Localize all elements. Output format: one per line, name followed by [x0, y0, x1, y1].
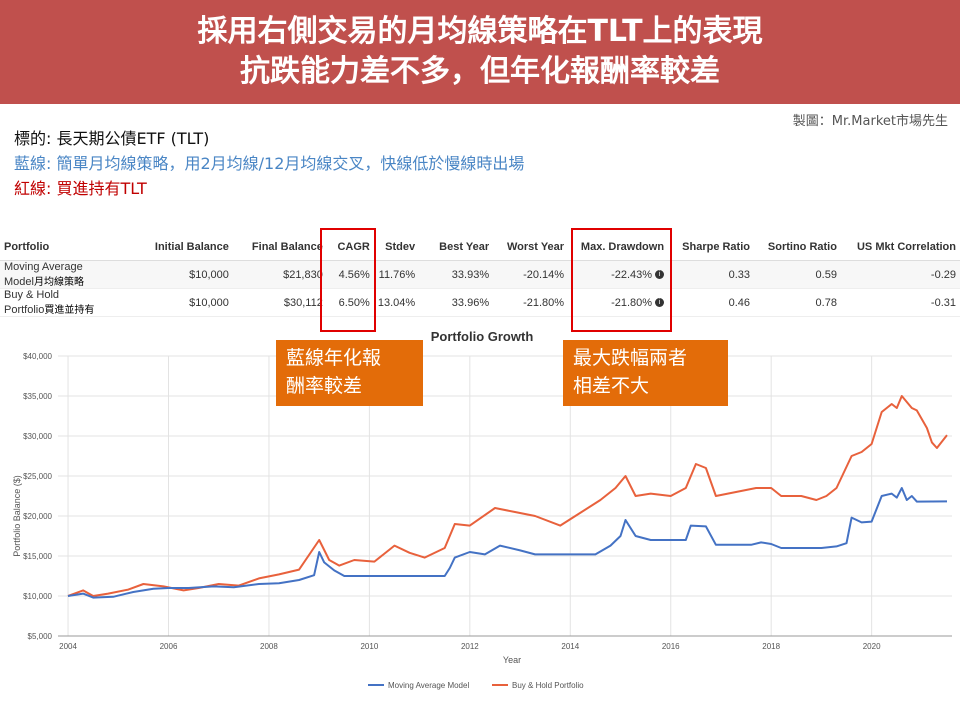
y-tick-label: $10,000 — [23, 592, 52, 601]
chart-title: Portfolio Growth — [431, 329, 534, 344]
correlation-cell: -0.31 — [840, 288, 960, 317]
series-line-buy-hold[interactable] — [67, 395, 948, 597]
col-header[interactable]: Sortino Ratio — [754, 234, 841, 261]
col-header[interactable]: Best Year — [419, 234, 494, 261]
credit-text: 製圖：Mr.Market市場先生 — [792, 114, 948, 129]
portfolio-growth-chart: Portfolio Growth $5,000 $10,000 $15,000 $20… — [12, 329, 952, 690]
stats-header-row: Portfolio Initial Balance Final Balance … — [0, 234, 960, 261]
x-tick-label: 2012 — [461, 642, 479, 651]
cagr-cell: 6.50% — [326, 288, 374, 317]
x-axis-label: Year — [503, 655, 521, 665]
portfolio-name-zh: 買進並持有 — [44, 305, 95, 316]
y-tick-label: $30,000 — [23, 432, 52, 441]
cagr-highlight-box — [320, 228, 376, 332]
table-row: Moving Average Model月均線策略 $10,000 $21,83… — [0, 260, 960, 289]
max-drawdown-value: -22.43% — [611, 268, 653, 281]
x-tick-label: 2018 — [762, 642, 780, 651]
x-tick-label: 2020 — [863, 642, 881, 651]
banner-title-line2: 抗跌能力差不多，但年化報酬率較差 — [240, 54, 720, 89]
info-red-line: 紅線: 買進持有TLT — [14, 179, 147, 198]
y-axis-ticks: $5,000 $10,000 $15,000 $20,000 $25,000 $30,00… — [23, 352, 52, 641]
drawdown-highlight-box — [571, 228, 672, 332]
x-tick-label: 2016 — [662, 642, 680, 651]
portfolio-name-cell: Moving Average Model月均線策略 — [0, 260, 106, 289]
cagr-callout-line1: 藍線年化報 — [286, 347, 382, 369]
info-blue-line: 藍線: 簡單月均線策略，用2月均線/12月均線交叉，快線低於慢線時出場 — [14, 154, 525, 173]
y-tick-label: $5,000 — [28, 632, 53, 641]
col-header[interactable]: Final Balance — [232, 234, 327, 261]
drawdown-callout-line1: 最大跌幅兩者 — [573, 347, 688, 369]
initial-balance-cell: $10,000 — [105, 288, 233, 317]
col-header[interactable]: CAGR — [326, 234, 374, 261]
x-tick-label: 2014 — [561, 642, 579, 651]
correlation-cell: -0.29 — [840, 260, 960, 289]
col-header[interactable]: Sharpe Ratio — [668, 234, 754, 261]
drawdown-callout-line2: 相差不大 — [573, 375, 650, 397]
col-header[interactable]: US Mkt Correlation — [840, 234, 960, 261]
y-tick-label: $35,000 — [23, 392, 52, 401]
best-year-cell: 33.93% — [419, 260, 494, 289]
y-tick-label: $40,000 — [23, 352, 52, 361]
portfolio-name-cell: Buy & Hold Portfolio買進並持有 — [0, 288, 106, 317]
final-balance-cell: $21,830 — [232, 260, 327, 289]
initial-balance-cell: $10,000 — [105, 260, 233, 289]
stdev-cell: 11.76% — [373, 260, 420, 289]
x-tick-label: 2008 — [260, 642, 278, 651]
title-banner: 採用右側交易的月均線策略在TLT上的表現 抗跌能力差不多，但年化報酬率較差 — [0, 0, 960, 104]
sortino-cell: 0.59 — [754, 260, 841, 289]
sortino-cell: 0.78 — [754, 288, 841, 317]
portfolio-name[interactable]: Moving Average Model — [4, 261, 83, 288]
sharpe-cell: 0.46 — [668, 288, 754, 317]
max-drawdown-value: -21.80% — [611, 296, 653, 309]
x-tick-label: 2004 — [59, 642, 77, 651]
chart-grid — [58, 355, 952, 637]
legend-label-moving-average[interactable]: Moving Average Model — [388, 681, 469, 690]
info-circle-icon[interactable]: i — [655, 298, 665, 308]
y-tick-label: $20,000 — [23, 512, 52, 521]
y-tick-label: $15,000 — [23, 552, 52, 561]
portfolio-name[interactable]: Buy & Hold Portfolio — [4, 289, 60, 316]
drawdown-callout: 最大跌幅兩者 相差不大 — [563, 340, 728, 406]
col-header[interactable]: Max. Drawdown — [568, 234, 669, 261]
series-line-moving-average[interactable] — [67, 487, 948, 599]
worst-year-cell: -21.80% — [493, 288, 569, 317]
chart-series — [67, 395, 948, 599]
col-header[interactable]: Worst Year — [493, 234, 569, 261]
col-header[interactable]: Portfolio — [0, 234, 106, 261]
y-axis-label: Portfolio Balance ($) — [12, 475, 22, 557]
stdev-cell: 13.04% — [373, 288, 420, 317]
x-tick-label: 2006 — [160, 642, 178, 651]
portfolio-name-zh: 月均線策略 — [33, 277, 84, 288]
col-header[interactable]: Initial Balance — [105, 234, 233, 261]
max-drawdown-cell: -22.43% i — [568, 260, 669, 289]
info-target: 標的: 長天期公債ETF (TLT) — [14, 129, 210, 148]
chart-legend: Moving Average Model Buy & Hold Portfoli… — [368, 681, 584, 690]
best-year-cell: 33.96% — [419, 288, 494, 317]
worst-year-cell: -20.14% — [493, 260, 569, 289]
banner-title-line1: 採用右側交易的月均線策略在TLT上的表現 — [197, 14, 763, 49]
x-axis-ticks: 2004 2006 2008 2010 2012 2014 2016 2018 2020 — [59, 642, 881, 651]
sharpe-cell: 0.33 — [668, 260, 754, 289]
cagr-cell: 4.56% — [326, 260, 374, 289]
final-balance-cell: $30,112 — [232, 288, 327, 317]
max-drawdown-cell: -21.80% i — [568, 288, 669, 317]
legend-label-buy-hold[interactable]: Buy & Hold Portfolio — [512, 681, 584, 690]
cagr-callout: 藍線年化報 酬率較差 — [276, 340, 423, 406]
col-header[interactable]: Stdev — [373, 234, 420, 261]
info-circle-icon[interactable]: i — [655, 270, 665, 280]
y-tick-label: $25,000 — [23, 472, 52, 481]
stats-table: Portfolio Initial Balance Final Balance … — [0, 234, 960, 317]
cagr-callout-line2: 酬率較差 — [286, 375, 363, 397]
x-tick-label: 2010 — [360, 642, 378, 651]
table-row: Buy & Hold Portfolio買進並持有 $10,000 $30,11… — [0, 288, 960, 317]
info-block: 標的: 長天期公債ETF (TLT) 藍線: 簡單月均線策略，用2月均線/12月… — [14, 126, 524, 201]
